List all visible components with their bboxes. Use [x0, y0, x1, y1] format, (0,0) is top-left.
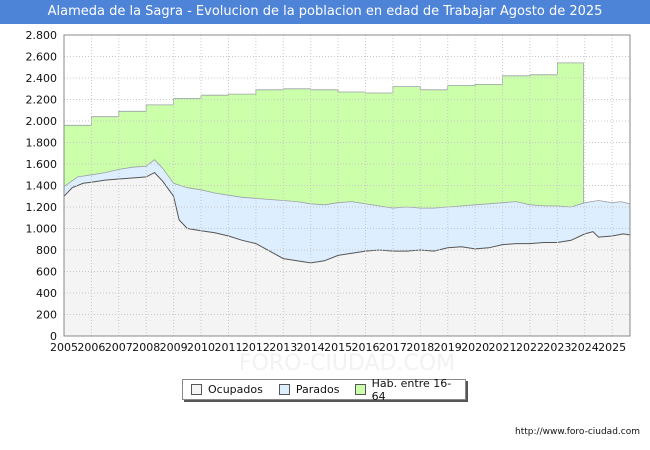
legend-swatch-parados — [278, 384, 290, 395]
y-tick-label: 0 — [50, 330, 57, 343]
source-link[interactable]: http://www.foro-ciudad.com — [515, 427, 640, 437]
x-tick-label: 2008 — [132, 341, 160, 354]
y-tick-label: 400 — [36, 287, 57, 300]
line-parados — [63, 159, 631, 209]
y-tick-label: 2.400 — [26, 72, 58, 85]
legend-label-ocupados: Ocupados — [208, 383, 263, 396]
y-tick-label: 2.000 — [26, 115, 58, 128]
y-tick-label: 2.600 — [26, 51, 58, 64]
legend-item-hab: Hab. entre 16-64 — [355, 377, 457, 403]
x-tick-label: 2014 — [297, 341, 325, 354]
y-tick-label: 1.600 — [26, 158, 58, 171]
x-tick-label: 2019 — [434, 341, 462, 354]
x-tick-label: 2021 — [489, 341, 517, 354]
x-tick-label: 2024 — [571, 341, 599, 354]
y-tick-label: 1.200 — [26, 201, 58, 214]
y-tick-label: 600 — [36, 266, 57, 279]
y-tick-label: 2.200 — [26, 94, 58, 107]
x-tick-label: 2025 — [598, 341, 626, 354]
legend-label-hab: Hab. entre 16-64 — [371, 376, 452, 403]
x-tick-label: 2017 — [379, 341, 407, 354]
y-tick-label: 2.800 — [26, 29, 58, 42]
x-tick-label: 2007 — [105, 341, 133, 354]
legend: Ocupados Parados Hab. entre 16-64 — [182, 377, 466, 403]
x-tick-label: 2010 — [187, 341, 215, 354]
x-tick-label: 2005 — [50, 341, 78, 354]
x-tick-label: 2006 — [77, 341, 105, 354]
x-tick-label: 2013 — [269, 341, 297, 354]
legend-item-parados: Parados — [278, 383, 340, 396]
y-tick-label: 200 — [36, 309, 57, 322]
legend-item-ocupados: Ocupados — [191, 383, 263, 396]
x-tick-label: 2020 — [461, 341, 489, 354]
legend-swatch-ocupados — [191, 384, 202, 395]
x-tick-label: 2022 — [516, 341, 544, 354]
line-hab-entre-16-64 — [64, 62, 584, 210]
x-tick-label: 2018 — [406, 341, 434, 354]
legend-label-parados: Parados — [295, 383, 340, 396]
x-tick-label: 2015 — [324, 341, 352, 354]
y-tick-label: 1.800 — [26, 137, 58, 150]
watermark-text: FORO-CIUDAD.COM — [239, 351, 455, 376]
y-tick-label: 1.400 — [26, 180, 58, 193]
x-tick-label: 2023 — [543, 341, 571, 354]
legend-swatch-hab — [355, 384, 366, 395]
y-tick-label: 800 — [36, 244, 57, 257]
x-tick-label: 2011 — [214, 341, 242, 354]
plot-frame — [63, 34, 631, 337]
y-tick-label: 1.000 — [26, 223, 58, 236]
line-ocupados — [63, 171, 631, 264]
x-tick-label: 2016 — [352, 341, 380, 354]
x-tick-label: 2012 — [242, 341, 270, 354]
x-tick-label: 2009 — [160, 341, 188, 354]
chart-title: Alameda de la Sagra - Evolucion de la po… — [0, 0, 650, 24]
